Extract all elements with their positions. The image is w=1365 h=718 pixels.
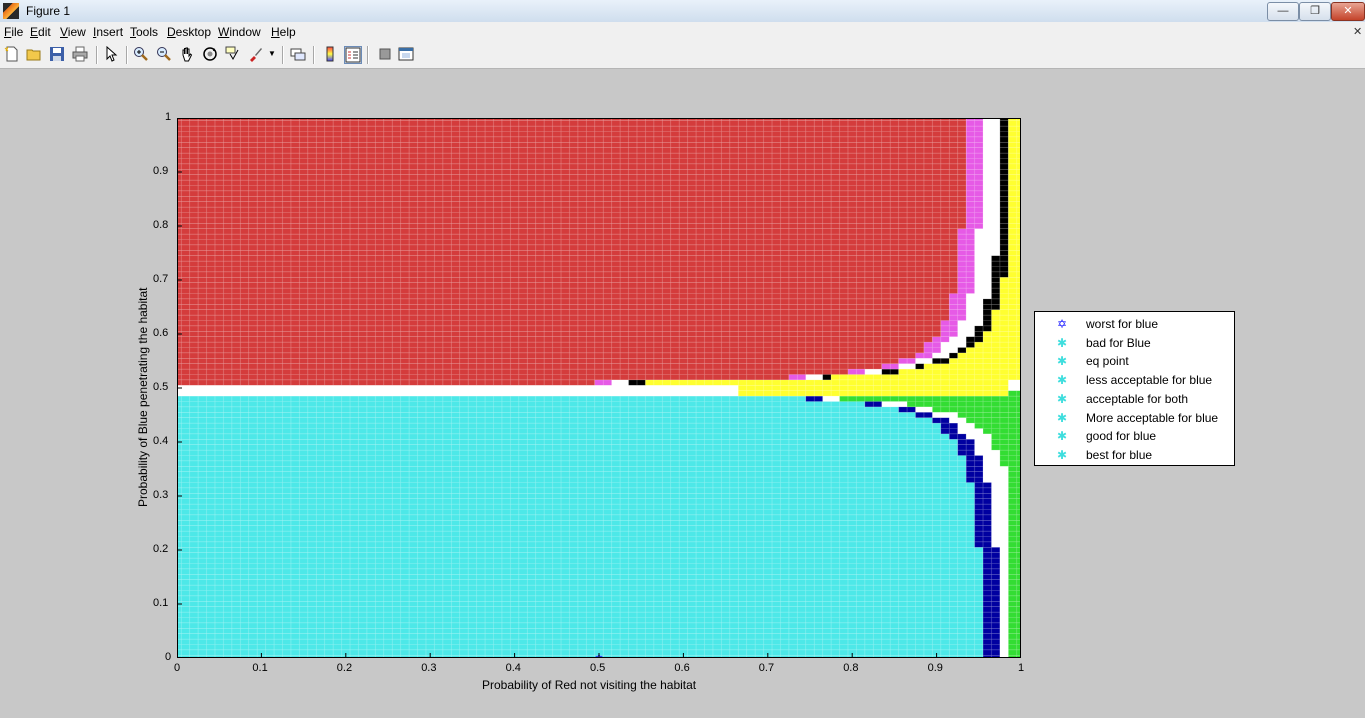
legend-entry: ✱ best for blue bbox=[1035, 447, 1234, 465]
x-tick-label: 0.2 bbox=[336, 662, 353, 674]
brush-icon[interactable] bbox=[248, 46, 264, 62]
legend-entry: ✱ acceptable for both bbox=[1035, 391, 1234, 409]
menu-edit[interactable]: Edit bbox=[30, 25, 51, 39]
x-tick-label: 0.4 bbox=[505, 662, 521, 674]
link-plot-icon[interactable] bbox=[290, 46, 306, 62]
print-icon[interactable] bbox=[72, 46, 88, 62]
legend-label: less acceptable for blue bbox=[1086, 373, 1213, 388]
new-figure-icon[interactable] bbox=[4, 46, 20, 62]
menu-file[interactable]: File bbox=[4, 25, 24, 39]
x-tick-label: 0.1 bbox=[252, 662, 268, 674]
legend-label: worst for blue bbox=[1086, 317, 1159, 331]
legend-entry: ✱ bad for Blue bbox=[1035, 335, 1234, 353]
y-tick-label: 0.3 bbox=[153, 489, 169, 501]
save-icon[interactable] bbox=[49, 46, 65, 62]
legend[interactable]: ✡ worst for blue ✱ bad for Blue ✱ eq point ✱ le… bbox=[1034, 311, 1235, 466]
legend-label: bad for Blue bbox=[1086, 335, 1151, 350]
x-axis-label: Probability of Red not visiting the habi… bbox=[482, 678, 697, 692]
y-axis-label: Probability of Blue penetrating the habi… bbox=[136, 287, 150, 507]
y-tick-label: 0.6 bbox=[153, 327, 169, 339]
insert-colorbar-icon[interactable] bbox=[322, 46, 338, 62]
insert-legend-icon[interactable] bbox=[344, 46, 362, 64]
legend-marker-icon: ✱ bbox=[1057, 391, 1068, 406]
y-tick-label: 0.1 bbox=[153, 597, 169, 609]
y-tick-label: 0.8 bbox=[153, 219, 169, 231]
legend-entry: ✱ less acceptable for blue bbox=[1035, 372, 1234, 390]
marker-texture bbox=[177, 118, 1021, 658]
legend-marker-icon: ✡ bbox=[1057, 317, 1068, 331]
menu-window[interactable]: Window bbox=[218, 25, 261, 39]
legend-label: acceptable for both bbox=[1086, 391, 1189, 406]
x-tick-label: 0.8 bbox=[843, 662, 859, 674]
y-tick-label: 0 bbox=[165, 651, 172, 663]
close-button[interactable]: ✕ bbox=[1331, 2, 1365, 21]
hide-plot-tools-icon[interactable] bbox=[377, 46, 393, 62]
x-tick-label: 0.5 bbox=[590, 662, 606, 674]
legend-entry: ✱ More acceptable for blue bbox=[1035, 410, 1234, 428]
legend-marker-icon: ✱ bbox=[1057, 410, 1068, 425]
y-tick-label: 0.4 bbox=[153, 435, 169, 447]
menu-view[interactable]: View bbox=[60, 25, 86, 39]
show-plot-tools-icon[interactable] bbox=[398, 46, 414, 62]
menu-tools[interactable]: Tools bbox=[130, 25, 159, 39]
rotate-3d-icon[interactable] bbox=[202, 46, 218, 62]
y-tick-label: 0.9 bbox=[153, 165, 169, 177]
y-tick-label: 1 bbox=[165, 111, 172, 123]
legend-marker-icon: ✱ bbox=[1057, 429, 1068, 444]
minimize-button[interactable]: — bbox=[1267, 2, 1299, 21]
legend-marker-icon: ✱ bbox=[1057, 447, 1068, 462]
window-title: Figure 1 bbox=[26, 4, 71, 18]
brush-dropdown-icon[interactable]: ▼ bbox=[268, 49, 276, 58]
edit-plot-arrow-icon[interactable] bbox=[103, 46, 119, 62]
menu-help[interactable]: Help bbox=[271, 25, 296, 39]
x-tick-label: 0.6 bbox=[674, 662, 690, 674]
menu-desktop[interactable]: Desktop bbox=[167, 25, 212, 39]
plot-axes[interactable]: ✡ bbox=[177, 118, 1021, 658]
toolbar: ▼ bbox=[0, 42, 1365, 69]
legend-label: good for blue bbox=[1086, 429, 1157, 444]
axes-box bbox=[177, 118, 1021, 658]
maximize-button[interactable]: ❐ bbox=[1299, 2, 1331, 21]
open-file-icon[interactable] bbox=[26, 46, 42, 62]
legend-marker-icon: ✱ bbox=[1057, 354, 1068, 369]
zoom-in-icon[interactable] bbox=[133, 46, 149, 62]
x-tick-label: 0.3 bbox=[421, 662, 437, 674]
y-tick-label: 0.2 bbox=[153, 543, 169, 555]
y-tick-label: 0.5 bbox=[153, 381, 169, 393]
legend-label: eq point bbox=[1086, 354, 1129, 369]
title-bar: Figure 1 — ❐ ✕ bbox=[0, 0, 1365, 23]
x-tick-label: 0 bbox=[174, 662, 181, 674]
x-tick-label: 0.7 bbox=[758, 662, 775, 674]
menu-insert[interactable]: Insert bbox=[93, 25, 124, 39]
menu-bar: File Edit View Insert Tools Desktop Wind… bbox=[0, 22, 1365, 42]
x-tick-label: 0.9 bbox=[927, 662, 943, 674]
legend-marker-icon: ✱ bbox=[1057, 335, 1068, 350]
legend-label: More acceptable for blue bbox=[1086, 410, 1219, 425]
x-tick-label: 1 bbox=[1018, 662, 1025, 674]
y-tick-label: 0.7 bbox=[153, 273, 169, 285]
matlab-icon bbox=[3, 3, 19, 19]
menu-close-icon[interactable]: ✕ bbox=[1353, 26, 1363, 38]
zoom-out-icon[interactable] bbox=[156, 46, 172, 62]
legend-entry: ✱ good for blue bbox=[1035, 428, 1234, 446]
legend-marker-icon: ✱ bbox=[1057, 373, 1068, 388]
legend-label: best for blue bbox=[1086, 447, 1153, 462]
legend-entry: ✡ worst for blue bbox=[1035, 316, 1234, 334]
data-cursor-icon[interactable] bbox=[225, 46, 241, 62]
legend-entry: ✱ eq point bbox=[1035, 353, 1234, 371]
pan-hand-icon[interactable] bbox=[179, 46, 195, 62]
